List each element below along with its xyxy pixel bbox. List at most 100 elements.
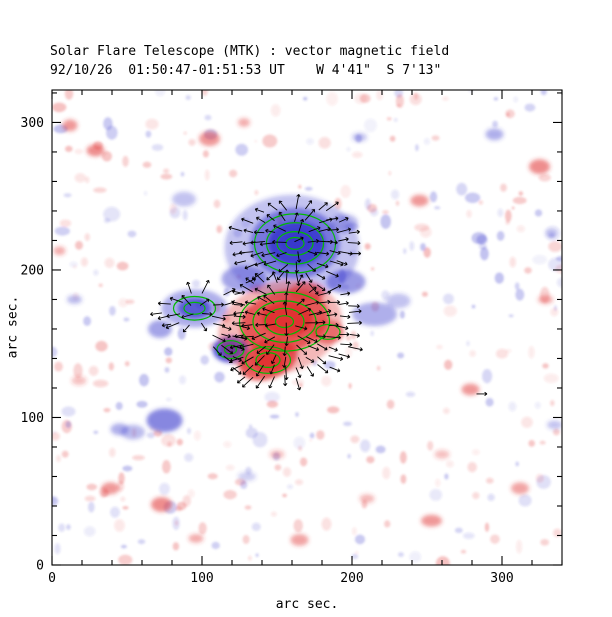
vector-arrow bbox=[296, 298, 305, 306]
speckle bbox=[548, 257, 562, 272]
speckle bbox=[389, 135, 396, 142]
speckle bbox=[180, 172, 185, 177]
speckle bbox=[366, 456, 375, 464]
speckle bbox=[52, 102, 67, 113]
region-blob bbox=[289, 281, 325, 303]
speckle bbox=[214, 371, 225, 383]
speckle bbox=[95, 340, 108, 352]
speckle bbox=[104, 257, 115, 268]
vector-arrow bbox=[329, 366, 341, 373]
speckle bbox=[521, 416, 533, 428]
x-tick-label: 100 bbox=[190, 571, 213, 586]
vector-arrow bbox=[254, 207, 265, 213]
vector-arrow bbox=[200, 322, 208, 332]
speckle bbox=[166, 398, 172, 401]
vector-arrow bbox=[327, 227, 339, 232]
speckle bbox=[538, 173, 551, 182]
speckle bbox=[182, 210, 188, 221]
vector-arrow bbox=[294, 261, 299, 273]
speckle bbox=[485, 397, 494, 407]
speckle bbox=[540, 90, 547, 96]
speckle bbox=[534, 402, 541, 409]
speckle bbox=[184, 453, 194, 462]
vector-arrow bbox=[245, 277, 255, 284]
vector-arrow bbox=[244, 310, 255, 315]
speckle bbox=[293, 436, 306, 449]
speckle bbox=[472, 492, 480, 500]
speckle bbox=[460, 549, 467, 554]
speckle bbox=[282, 493, 287, 498]
vector-arrow bbox=[255, 216, 266, 223]
region-blob bbox=[485, 128, 504, 141]
contour-line bbox=[274, 315, 295, 329]
vector-arrow bbox=[265, 228, 276, 233]
vector-arrow bbox=[348, 304, 360, 309]
vector-arrow bbox=[262, 307, 275, 314]
speckle bbox=[352, 151, 363, 158]
speckle bbox=[436, 344, 443, 350]
speckle bbox=[54, 361, 63, 372]
speckle bbox=[254, 140, 258, 143]
vector-arrow bbox=[242, 376, 254, 388]
speckle bbox=[505, 209, 512, 222]
speckle bbox=[124, 361, 130, 367]
vector-arrow bbox=[295, 281, 306, 293]
speckle bbox=[139, 373, 149, 387]
speckle bbox=[376, 90, 384, 101]
region-blob bbox=[53, 246, 66, 256]
vector-arrow bbox=[278, 211, 286, 222]
speckle bbox=[524, 267, 532, 274]
speckle bbox=[431, 135, 440, 141]
speckle bbox=[54, 543, 61, 555]
speckle bbox=[147, 432, 155, 439]
region-blob bbox=[151, 497, 172, 512]
speckle bbox=[386, 399, 395, 409]
vector-arrow bbox=[234, 260, 247, 266]
speckle bbox=[364, 118, 377, 133]
speckle bbox=[370, 208, 379, 217]
speckle bbox=[56, 455, 61, 463]
speckle bbox=[397, 352, 405, 359]
vector-arrow bbox=[242, 364, 254, 375]
vector-arrow bbox=[297, 274, 304, 284]
speckle bbox=[298, 184, 302, 189]
region-blob bbox=[62, 119, 78, 132]
speckle bbox=[123, 317, 130, 322]
speckle bbox=[84, 176, 90, 184]
vector-arrow bbox=[212, 334, 226, 343]
speckle bbox=[496, 231, 505, 241]
speckle bbox=[52, 432, 60, 441]
speckle bbox=[490, 534, 500, 544]
speckle bbox=[293, 519, 303, 533]
speckle bbox=[421, 291, 428, 297]
speckle bbox=[299, 383, 303, 388]
vector-arrow bbox=[339, 314, 351, 319]
speckle bbox=[66, 524, 71, 530]
vector-arrow bbox=[256, 346, 266, 354]
speckle bbox=[516, 225, 525, 233]
speckle bbox=[364, 198, 371, 210]
speckle bbox=[384, 520, 391, 528]
speckle bbox=[274, 464, 282, 471]
speckle bbox=[528, 440, 535, 447]
speckle bbox=[64, 90, 74, 100]
speckle bbox=[381, 290, 390, 301]
speckle bbox=[370, 267, 375, 271]
vector-arrow bbox=[236, 376, 246, 384]
speckle bbox=[164, 367, 170, 373]
speckle bbox=[103, 408, 111, 413]
vector-arrow bbox=[284, 269, 290, 284]
speckle bbox=[162, 460, 171, 474]
speckle bbox=[109, 447, 116, 458]
speckle bbox=[487, 493, 495, 501]
vector-arrow bbox=[317, 364, 329, 374]
speckle bbox=[409, 241, 415, 251]
speckle bbox=[58, 523, 66, 532]
region-blob bbox=[269, 450, 285, 459]
speckle bbox=[151, 144, 164, 151]
speckle bbox=[271, 511, 277, 517]
speckle bbox=[101, 151, 112, 162]
speckle bbox=[548, 241, 562, 252]
speckle bbox=[200, 355, 209, 365]
speckle bbox=[198, 522, 207, 535]
